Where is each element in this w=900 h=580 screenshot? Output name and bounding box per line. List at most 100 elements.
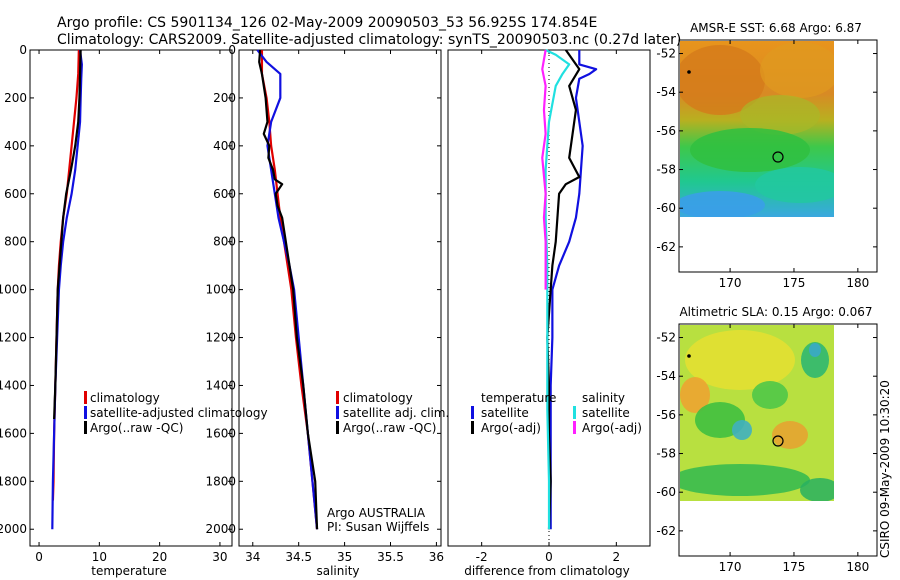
- salinity-ytick-label: 2000: [205, 522, 236, 536]
- title-line-1: Argo profile: CS 5901134_126 02-May-2009…: [57, 15, 597, 31]
- sla-green-patch: [680, 464, 810, 496]
- legend-swatch-salinity-satellite: [573, 406, 576, 419]
- temperature-series-argo-raw-qc: [53, 49, 82, 420]
- sst-track-point: [687, 70, 691, 74]
- temperature-xtick-label: 30: [212, 550, 227, 564]
- difference-xtick-label: 0: [545, 550, 553, 564]
- temperature-plot-frame: [29, 49, 233, 547]
- temperature-ytick-label: 0: [19, 43, 27, 57]
- temperature-series-climatology: [51, 49, 80, 501]
- sst-map-title: AMSR-E SST: 6.68 Argo: 6.87: [690, 21, 862, 35]
- sst-field: [680, 41, 834, 217]
- sla-ytick-label: -60: [656, 485, 676, 499]
- sla-xtick-label: 175: [783, 560, 806, 574]
- sst-ytick-label: -54: [656, 85, 676, 99]
- sla-track-point: [687, 354, 691, 358]
- sst-blue-patch: [680, 191, 765, 217]
- salinity-legend: climatology satellite adj. clim. Argo(..…: [336, 391, 449, 435]
- sla-green-patch: [752, 381, 788, 409]
- salinity-ytick-label: 400: [213, 139, 236, 153]
- sla-ytick-label: -54: [656, 369, 676, 383]
- temperature-ytick-label: 1800: [0, 474, 27, 488]
- difference-series-salinity-satellite: [544, 49, 571, 530]
- sst-warm-patch: [760, 42, 834, 98]
- temperature-xticks: 0 10 20 30: [35, 50, 228, 564]
- temperature-xtick-label: 20: [152, 550, 167, 564]
- temperature-ytick-label: 800: [4, 235, 27, 249]
- sla-map-panel: Altimetric SLA: 0.15 Argo: 0.067 -52 -54 -…: [656, 305, 878, 574]
- sla-float-marker: [772, 435, 784, 447]
- difference-series-salinity-argo-adj: [541, 49, 547, 290]
- temperature-ytick-label: 1400: [0, 378, 27, 392]
- sla-map-frame: [678, 323, 878, 557]
- sst-yellow-patch: [740, 95, 820, 135]
- legend-swatch-salinity-argo: [573, 421, 576, 434]
- legend-swatch-argo: [336, 421, 339, 434]
- temperature-ytick-label: 1200: [0, 331, 27, 345]
- sla-ytick-label: -62: [656, 524, 676, 538]
- salinity-plot-frame: [238, 49, 442, 547]
- sla-teal-patch: [809, 343, 821, 357]
- legend-label-climatology: climatology: [90, 391, 160, 405]
- legend-label-temperature-argo: Argo(-adj): [481, 421, 541, 435]
- salinity-ytick-label: 800: [213, 235, 236, 249]
- temperature-ytick-label: 200: [4, 91, 27, 105]
- legend-swatch-satellite-adj: [336, 406, 339, 419]
- float-owner-annotation: Argo AUSTRALIA: [327, 506, 426, 520]
- sst-green-patch: [690, 128, 810, 172]
- salinity-ytick-label: 1600: [205, 426, 236, 440]
- salinity-yticks: 0 200 400 600 800 1000 1200 1400 1600 1800 2000: [205, 43, 441, 536]
- temperature-legend: climatology satellite-adjusted climatolo…: [84, 391, 268, 435]
- salinity-ytick-label: 1200: [205, 331, 236, 345]
- sla-xtick-label: 180: [846, 560, 869, 574]
- difference-series-temperature-argo-adj: [546, 49, 581, 530]
- legend-swatch-temperature-satellite: [471, 406, 474, 419]
- salinity-xlabel: salinity: [316, 564, 359, 578]
- sla-teal-patch: [732, 420, 752, 440]
- legend-swatch-satellite-adjusted: [84, 406, 87, 419]
- legend-label-satellite-adjusted: satellite-adjusted climatology: [90, 406, 268, 420]
- sst-xticks: 170 175 180: [719, 40, 869, 290]
- sst-ytick-label: -62: [656, 240, 676, 254]
- sst-cyan-patch: [755, 167, 834, 203]
- difference-series-temperature-satellite: [549, 50, 598, 530]
- sst-ytick-label: -60: [656, 201, 676, 215]
- temperature-ytick-label: 400: [4, 139, 27, 153]
- legend-label-temperature-satellite: satellite: [481, 406, 529, 420]
- legend-swatch-argo: [84, 421, 87, 434]
- legend-swatch-climatology: [336, 391, 339, 404]
- salinity-xticks: 34 34.5 35 35.5 36: [245, 50, 444, 564]
- legend-label-argo: Argo(..raw -QC): [90, 421, 183, 435]
- salinity-series-argo-raw-qc: [258, 49, 319, 530]
- sla-xticks: 170 175 180: [719, 324, 869, 574]
- legend-swatch-climatology: [84, 391, 87, 404]
- legend-swatch-temperature-argo: [471, 421, 474, 434]
- sla-map-title: Altimetric SLA: 0.15 Argo: 0.067: [679, 305, 872, 319]
- sst-warm-patch: [680, 45, 765, 115]
- difference-panel: -2 0 2 difference from climatology tempera…: [447, 49, 651, 578]
- salinity-ytick-label: 1800: [205, 474, 236, 488]
- sla-green-patch: [800, 478, 834, 501]
- legend-label-salinity-argo: Argo(-adj): [582, 421, 642, 435]
- salinity-ytick-label: 1400: [205, 378, 236, 392]
- difference-series: [541, 49, 598, 530]
- temperature-ytick-label: 600: [4, 187, 27, 201]
- sst-map-frame: [678, 39, 878, 273]
- difference-xlabel: difference from climatology: [464, 564, 630, 578]
- sst-float-marker: [772, 151, 784, 163]
- temperature-yticks: 0 200 400 600 800 1000 1200 1400 1600 1800 2000: [0, 43, 232, 536]
- sst-xtick-label: 170: [719, 276, 742, 290]
- temperature-ytick-label: 1600: [0, 426, 27, 440]
- salinity-ytick-label: 0: [228, 43, 236, 57]
- sla-ytick-label: -52: [656, 331, 676, 345]
- salinity-xtick-label: 36: [429, 550, 444, 564]
- float-pi-annotation: PI: Susan Wijffels: [327, 520, 429, 534]
- sla-ytick-label: -58: [656, 447, 676, 461]
- sla-xtick-label: 170: [719, 560, 742, 574]
- salinity-series: [256, 49, 319, 530]
- sla-green-patch: [801, 342, 829, 378]
- sst-xtick-label: 180: [846, 276, 869, 290]
- salinity-xtick-label: 35: [337, 550, 352, 564]
